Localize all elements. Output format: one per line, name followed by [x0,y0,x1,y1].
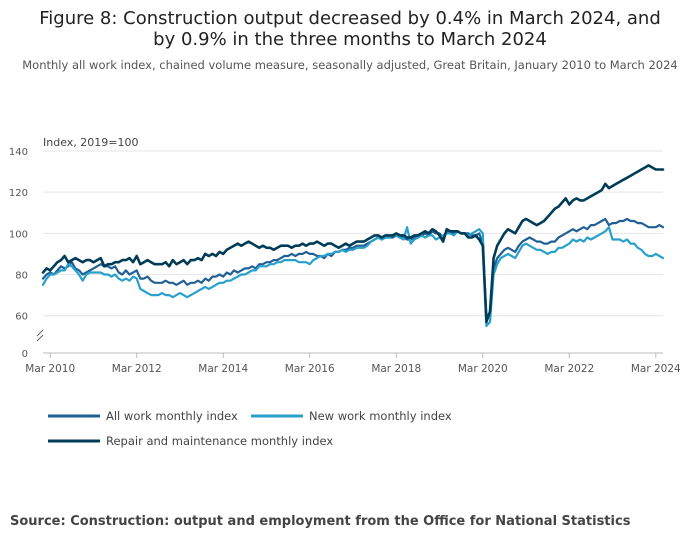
x-tick-label: Mar 2016 [285,363,335,375]
x-axis: Mar 2010 Mar 2012 Mar 2014 Mar 2016 Mar 2018… [25,352,681,375]
y-axis: 0 60 80 100 120 140 Index, 2019=100 [9,136,139,360]
axis-break-mark [36,334,44,342]
x-tick-label: Mar 2014 [198,363,248,375]
legend-label: Repair and maintenance monthly index [106,434,333,448]
series-line-new-work-monthly-index [41,226,665,328]
source-note: Source: Construction: output and employm… [10,514,631,529]
y-tick-label-80: 80 [15,271,28,282]
x-tick-label: Mar 2018 [371,363,421,375]
x-tick-label: Mar 2010 [25,363,75,375]
x-tick-label: Mar 2024 [631,363,681,375]
x-tick-label: Mar 2020 [458,363,508,375]
y-tick-label-60: 60 [15,312,28,323]
series-line-repair-and-maintenance-monthly-index [41,164,665,324]
legend-label: New work monthly index [309,409,452,423]
y-tick-label-100: 100 [9,229,28,240]
y-tick-label-120: 120 [9,188,28,199]
y-tick-label-0: 0 [22,349,28,360]
y-axis-label: Index, 2019=100 [43,136,138,149]
series-lines [41,164,665,328]
axis-break-mark [36,329,44,337]
x-tick-label: Mar 2022 [544,363,594,375]
y-tick-label-140: 140 [9,147,28,158]
legend-label: All work monthly index [106,409,238,423]
legend: All work monthly index New work monthly i… [48,409,452,448]
series-line-all-work-monthly-index [41,217,665,317]
gridlines [43,150,663,317]
x-tick-label: Mar 2012 [112,363,162,375]
chart-title: Figure 8: Construction output decreased … [39,8,661,50]
chart-subtitle: Monthly all work index, chained volume m… [22,58,678,72]
